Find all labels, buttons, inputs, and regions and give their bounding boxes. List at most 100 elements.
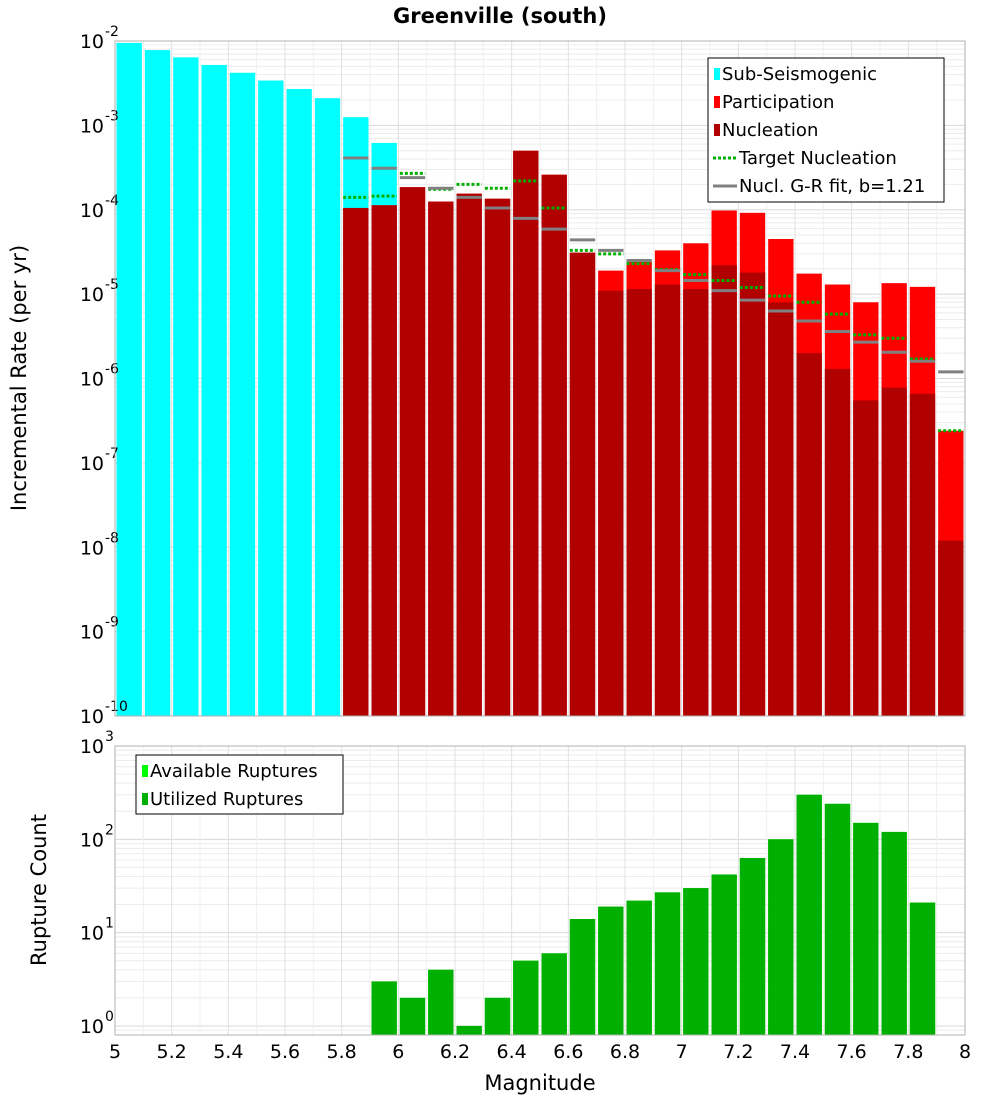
top-bar — [173, 57, 199, 716]
x-tick-label: 5.8 — [327, 1041, 357, 1063]
top-y-tick-label: 10 — [80, 31, 104, 53]
top-bar — [371, 205, 397, 717]
bottom-y-tick-exponent: 0 — [105, 1009, 114, 1025]
top-bar — [513, 150, 539, 716]
top-legend-swatch — [714, 68, 720, 80]
top-bar — [683, 289, 709, 716]
top-y-tick-label: 10 — [80, 284, 104, 306]
top-bar — [286, 88, 312, 716]
x-tick-label: 5.6 — [270, 1041, 300, 1063]
x-tick-label: 7.2 — [723, 1041, 753, 1063]
bottom-y-tick-label: 10 — [80, 736, 104, 758]
bottom-bar — [683, 888, 709, 1035]
bottom-legend-label: Utilized Ruptures — [150, 789, 303, 810]
bottom-bar — [853, 822, 879, 1035]
top-frame — [114, 40, 966, 717]
bottom-bar — [824, 803, 851, 1035]
bottom-bar — [711, 874, 737, 1035]
top-y-tick-exponent: -6 — [105, 362, 119, 378]
top-bar — [853, 400, 879, 716]
top-bar — [626, 289, 652, 716]
top-y-tick-label: 10 — [80, 200, 104, 222]
top-bar — [541, 174, 567, 716]
x-tick-label: 5.4 — [213, 1041, 243, 1063]
bottom-bar — [739, 858, 766, 1035]
top-bar — [654, 284, 681, 716]
bottom-bar — [371, 981, 397, 1035]
top-bar — [399, 187, 426, 716]
top-y-axis-label: Incremental Rate (per yr) — [7, 245, 31, 511]
top-bar — [909, 393, 936, 716]
bottom-legend-swatch — [142, 765, 148, 777]
top-bar — [768, 302, 794, 716]
x-tick-label: 8 — [959, 1041, 971, 1063]
top-legend-swatch — [714, 124, 720, 136]
x-tick-label: 6 — [392, 1041, 404, 1063]
x-tick-label: 7.4 — [780, 1041, 810, 1063]
top-bar — [144, 50, 171, 717]
x-tick-label: 5 — [109, 1041, 121, 1063]
bottom-bar — [909, 902, 936, 1035]
top-legend-label: Sub-Seismogenic — [722, 64, 877, 85]
top-legend-label: Nucl. G-R fit, b=1.21 — [739, 176, 925, 197]
bottom-bar — [796, 794, 822, 1035]
top-bar — [796, 353, 822, 716]
bottom-y-tick-exponent: 2 — [105, 822, 114, 838]
bottom-bar — [428, 969, 454, 1035]
top-bar — [711, 265, 737, 716]
top-y-tick-exponent: -7 — [105, 446, 119, 462]
top-y-tick-exponent: -5 — [105, 277, 119, 293]
x-tick-label: 7 — [676, 1041, 688, 1063]
bottom-y-tick-label: 10 — [80, 1016, 104, 1038]
bottom-bar — [399, 997, 426, 1035]
bottom-frame — [114, 745, 966, 1036]
bottom-bar — [484, 997, 511, 1035]
top-y-tick-exponent: -3 — [105, 108, 119, 124]
bottom-y-tick-exponent: 3 — [105, 729, 114, 745]
top-bar — [428, 201, 454, 716]
x-tick-label: 7.6 — [837, 1041, 867, 1063]
plot-area: 10-210-310-410-510-610-710-810-910 -10Sub… — [80, 24, 971, 1063]
top-bar — [229, 72, 256, 717]
top-y-tick-label: 10 — [80, 537, 104, 559]
top-legend-label: Target Nucleation — [738, 148, 897, 169]
top-bar — [598, 290, 624, 716]
x-tick-label: 6.8 — [610, 1041, 640, 1063]
top-bar — [739, 272, 766, 716]
bottom-bar — [881, 831, 907, 1035]
top-y-tick-label: 10 — [80, 453, 104, 475]
top-panel: 10-210-310-410-510-610-710-810-910 -10Sub… — [80, 24, 966, 728]
top-y-tick-exponent: -8 — [105, 530, 119, 546]
top-bar — [569, 252, 596, 716]
top-y-tick-exponent: -9 — [105, 615, 119, 631]
top-bar — [314, 98, 341, 716]
x-axis-label: Magnitude — [484, 1071, 595, 1095]
top-bar — [824, 368, 851, 716]
top-bar — [201, 64, 227, 716]
top-legend-swatch — [714, 96, 720, 108]
top-y-tick-exponent: -10 — [105, 699, 128, 715]
chart-title: Greenville (south) — [393, 4, 607, 28]
top-y-tick-label: 10 — [80, 622, 104, 644]
bottom-bar — [598, 906, 624, 1035]
top-y-tick-exponent: -4 — [105, 193, 119, 209]
bottom-bar — [513, 960, 539, 1035]
bottom-legend-label: Available Ruptures — [150, 761, 318, 782]
top-bar — [258, 80, 284, 716]
bottom-legend-swatch — [142, 793, 148, 805]
bottom-y-tick-exponent: 1 — [105, 916, 114, 932]
bottom-y-tick-label: 10 — [80, 923, 104, 945]
bottom-bar — [654, 892, 681, 1035]
top-bar — [484, 198, 511, 717]
x-tick-label: 6.2 — [440, 1041, 470, 1063]
top-y-tick-label: 10 — [80, 706, 104, 728]
bottom-bar — [768, 839, 794, 1035]
x-tick-label: 6.6 — [553, 1041, 583, 1063]
bottom-bar — [626, 900, 652, 1035]
bottom-bar — [456, 1025, 482, 1035]
bottom-y-tick-label: 10 — [80, 829, 104, 851]
top-y-tick-exponent: -2 — [105, 24, 119, 40]
bottom-y-axis-label: Rupture Count — [27, 814, 51, 966]
top-legend-label: Participation — [722, 92, 834, 113]
